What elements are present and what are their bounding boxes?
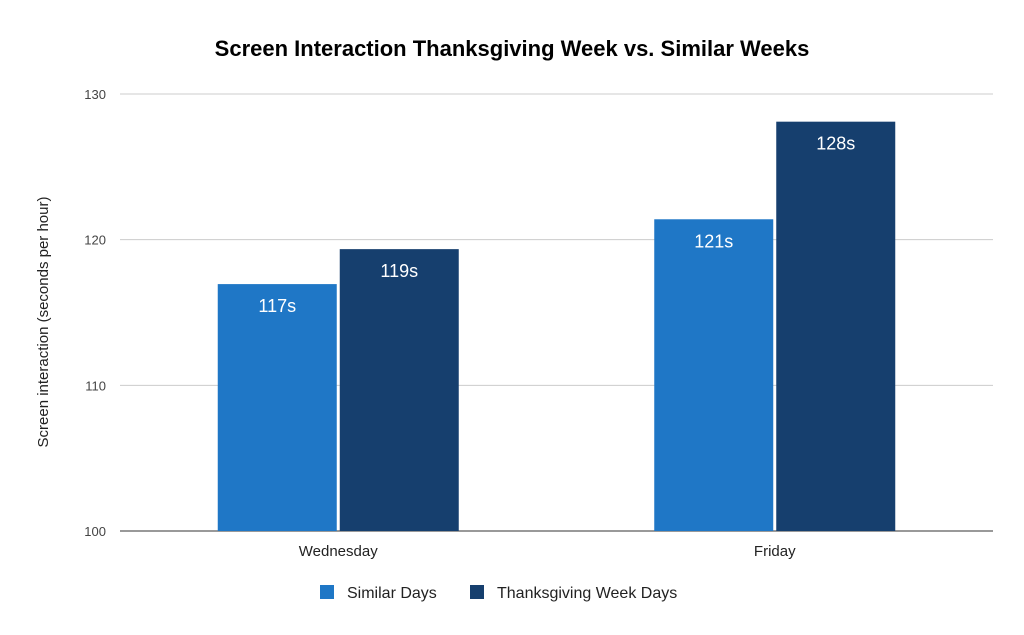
y-axis-label: Screen interaction (seconds per hour) <box>35 197 52 448</box>
legend-label: Thanksgiving Week Days <box>497 585 677 602</box>
y-tick-label: 130 <box>84 87 106 102</box>
data-label: 128s <box>816 134 855 154</box>
bar <box>217 284 337 531</box>
chart-title: Screen Interaction Thanksgiving Week vs.… <box>215 36 810 61</box>
y-tick-label: 100 <box>84 524 106 539</box>
x-tick-label: Wednesday <box>299 543 378 560</box>
y-tick-label: 110 <box>85 378 106 393</box>
bar <box>776 121 896 531</box>
y-tick-label: 120 <box>84 233 106 248</box>
legend-swatch <box>470 585 484 599</box>
data-label: 119s <box>380 261 418 281</box>
legend-label: Similar Days <box>347 585 437 602</box>
data-label: 117s <box>258 296 296 316</box>
legend-swatch <box>320 585 334 599</box>
bar <box>654 219 774 532</box>
bar <box>339 249 459 531</box>
x-tick-label: Friday <box>754 543 796 560</box>
data-label: 121s <box>694 231 733 251</box>
